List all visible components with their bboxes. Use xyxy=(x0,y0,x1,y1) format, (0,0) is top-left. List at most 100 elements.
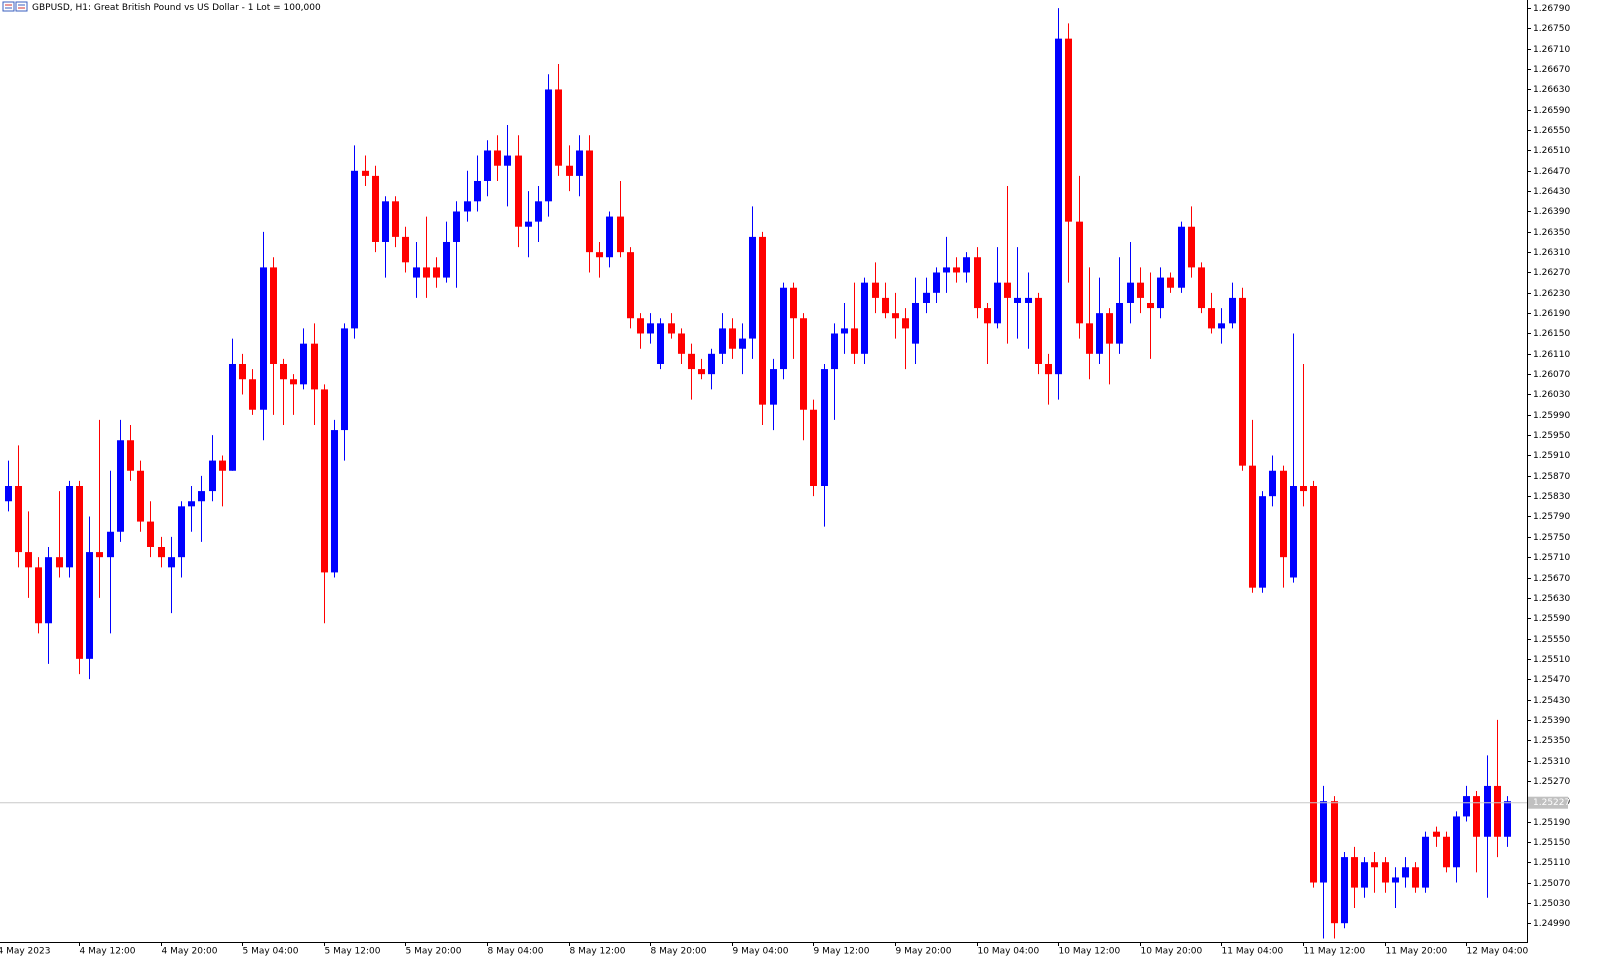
candle-body xyxy=(688,353,695,370)
candle-body xyxy=(158,547,165,558)
candle-body xyxy=(729,328,736,349)
candle-body xyxy=(321,389,328,573)
candle-body xyxy=(933,272,940,293)
candle-body xyxy=(127,440,134,471)
candle-body xyxy=(974,257,981,309)
candle-body xyxy=(270,267,277,364)
candle-body xyxy=(107,531,114,558)
candle-body xyxy=(535,201,542,222)
candle-body xyxy=(810,409,817,486)
y-tick-label: 1.26590 xyxy=(1533,106,1570,116)
current-price-label: 1.25227 xyxy=(1533,798,1570,808)
candle-body xyxy=(1116,302,1123,344)
candle-body xyxy=(1331,801,1338,924)
current-price-box xyxy=(1528,796,1568,809)
candle-body xyxy=(1025,297,1032,303)
y-tick-label: 1.24990 xyxy=(1533,919,1570,929)
candle-body xyxy=(759,236,766,405)
candle-body xyxy=(882,297,889,314)
candle-body xyxy=(963,257,970,273)
candle-body xyxy=(86,552,93,659)
candle-body xyxy=(994,282,1001,324)
y-tick-label: 1.26230 xyxy=(1533,289,1570,299)
candle-body xyxy=(1157,277,1164,309)
candle-body xyxy=(5,485,12,502)
candle-body xyxy=(586,150,593,253)
candle-body xyxy=(15,485,22,553)
candle-body xyxy=(1382,862,1389,883)
candle-body xyxy=(96,552,103,558)
candle-body xyxy=(280,363,287,380)
candle-body xyxy=(1147,302,1154,309)
y-tick-label: 1.25070 xyxy=(1533,879,1570,889)
y-tick-label: 1.25270 xyxy=(1533,777,1570,787)
candle-body xyxy=(76,485,83,659)
y-tick-label: 1.26670 xyxy=(1533,65,1570,75)
x-tick-label: 4 May 20:00 xyxy=(162,947,218,957)
x-tick-label: 10 May 12:00 xyxy=(1059,947,1121,957)
x-tick-label: 5 May 20:00 xyxy=(406,947,462,957)
y-tick-label: 1.25470 xyxy=(1533,675,1570,685)
candle-body xyxy=(413,267,420,278)
y-tick-label: 1.25350 xyxy=(1533,736,1570,746)
y-tick-label: 1.25870 xyxy=(1533,472,1570,482)
candle-body xyxy=(861,282,868,354)
candle-body xyxy=(596,252,603,258)
x-tick-label: 10 May 20:00 xyxy=(1141,947,1203,957)
candle-body xyxy=(1310,485,1317,883)
y-tick-label: 1.26070 xyxy=(1533,370,1570,380)
candle-body xyxy=(1208,308,1215,329)
candle-body xyxy=(617,216,624,253)
candle-body xyxy=(1249,465,1256,588)
candle-body xyxy=(1055,38,1062,375)
y-tick-label: 1.25670 xyxy=(1533,574,1570,584)
candle-body xyxy=(1004,282,1011,298)
y-tick-label: 1.25750 xyxy=(1533,533,1570,543)
y-tick-label: 1.25190 xyxy=(1533,818,1570,828)
candle-body xyxy=(484,150,491,181)
candle-body xyxy=(443,241,450,278)
y-tick-label: 1.25910 xyxy=(1533,451,1570,461)
y-tick-label: 1.25630 xyxy=(1533,594,1570,604)
candle-body xyxy=(453,211,460,242)
candle-body xyxy=(739,338,746,349)
candle-body xyxy=(943,267,950,273)
candle-body xyxy=(780,287,787,370)
candle-body xyxy=(902,318,909,329)
y-tick-label: 1.26190 xyxy=(1533,309,1570,319)
candle-body xyxy=(576,150,583,176)
y-tick-label: 1.25950 xyxy=(1533,431,1570,441)
y-tick-label: 1.25590 xyxy=(1533,614,1570,624)
candle-body xyxy=(290,379,297,385)
y-tick-label: 1.25830 xyxy=(1533,492,1570,502)
x-tick-label: 10 May 04:00 xyxy=(978,947,1040,957)
candle-body xyxy=(1269,470,1276,497)
candle-body xyxy=(1494,785,1501,837)
x-tick-label: 5 May 12:00 xyxy=(325,947,381,957)
candle-body xyxy=(647,323,654,334)
x-tick-label: 8 May 12:00 xyxy=(570,947,626,957)
candle-body xyxy=(1106,313,1113,344)
candle-body xyxy=(1167,277,1174,288)
candle-body xyxy=(188,501,195,507)
x-tick-label: 9 May 04:00 xyxy=(733,947,789,957)
candle-body xyxy=(1239,297,1246,466)
y-tick-label: 1.26470 xyxy=(1533,167,1570,177)
candle-body xyxy=(1473,796,1480,837)
candle-body xyxy=(1280,470,1287,558)
candle-body xyxy=(1014,297,1021,303)
y-tick-label: 1.26750 xyxy=(1533,24,1570,34)
candle-body xyxy=(1351,857,1358,888)
x-tick-label: 5 May 04:00 xyxy=(243,947,299,957)
candle-body xyxy=(841,328,848,334)
y-tick-label: 1.25150 xyxy=(1533,838,1570,848)
candle-body xyxy=(198,491,205,502)
candle-body xyxy=(239,363,246,380)
candle-body xyxy=(229,363,236,471)
candle-body xyxy=(423,267,430,278)
candle-body xyxy=(668,323,675,334)
candle-body xyxy=(1096,313,1103,354)
y-tick-label: 1.25110 xyxy=(1533,858,1570,868)
candle-body xyxy=(1127,282,1134,303)
